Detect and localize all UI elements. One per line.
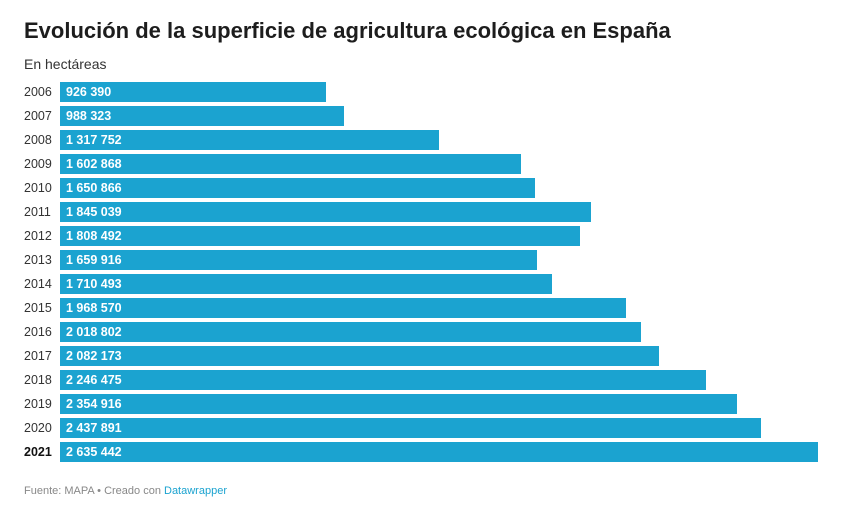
- year-label: 2008: [24, 133, 52, 147]
- value-label: 1 808 492: [66, 229, 122, 243]
- value-label: 1 650 866: [66, 181, 122, 195]
- bar: [60, 106, 344, 126]
- bar-row: 2009 1 602 868: [0, 154, 856, 174]
- bar: [60, 442, 818, 462]
- bar-row: 2014 1 710 493: [0, 274, 856, 294]
- value-label: 2 354 916: [66, 397, 122, 411]
- chart-title: Evolución de la superficie de agricultur…: [24, 18, 671, 43]
- bar: [60, 130, 439, 150]
- bar: [60, 154, 521, 174]
- bar-row: 2006 926 390: [0, 82, 856, 102]
- source-note: Fuente: MAPA • Creado con: [24, 485, 164, 497]
- bar-row: 2015 1 968 570: [0, 298, 856, 318]
- bar: [60, 226, 580, 246]
- bar-row: 2018 2 246 475: [0, 370, 856, 390]
- chart-footer: Fuente: MAPA • Creado con Datawrapper: [24, 485, 227, 497]
- bar-row: 2021 2 635 442: [0, 442, 856, 462]
- bar-row: 2008 1 317 752: [0, 130, 856, 150]
- value-label: 988 323: [66, 109, 112, 123]
- bar-chart: 2006 926 390 2007 988 323 2008 1 317 752 2009 1…: [0, 82, 856, 472]
- bar: [60, 274, 552, 294]
- year-label: 2015: [24, 301, 52, 315]
- year-label: 2012: [24, 229, 52, 243]
- bar-row: 2007 988 323: [0, 106, 856, 126]
- value-label: 2 082 173: [66, 349, 122, 363]
- bar: [60, 202, 591, 222]
- year-label: 2013: [24, 253, 52, 267]
- bar: [60, 346, 659, 366]
- bar: [60, 418, 761, 438]
- year-label: 2017: [24, 349, 52, 363]
- bar-row: 2013 1 659 916: [0, 250, 856, 270]
- value-label: 1 845 039: [66, 205, 122, 219]
- bar-row: 2017 2 082 173: [0, 346, 856, 366]
- value-label: 2 246 475: [66, 373, 122, 387]
- bar-row: 2012 1 808 492: [0, 226, 856, 246]
- bar: [60, 82, 326, 102]
- datawrapper-link[interactable]: Datawrapper: [164, 485, 227, 497]
- year-label: 2006: [24, 85, 52, 99]
- bar-row: 2010 1 650 866: [0, 178, 856, 198]
- bar: [60, 370, 706, 390]
- year-label: 2019: [24, 397, 52, 411]
- chart-subtitle: En hectáreas: [24, 56, 107, 72]
- bar-row: 2019 2 354 916: [0, 394, 856, 414]
- bar: [60, 298, 626, 318]
- value-label: 1 317 752: [66, 133, 122, 147]
- value-label: 1 710 493: [66, 277, 122, 291]
- value-label: 2 635 442: [66, 445, 122, 459]
- value-label: 926 390: [66, 85, 112, 99]
- bar: [60, 178, 535, 198]
- value-label: 1 968 570: [66, 301, 122, 315]
- bar-row: 2016 2 018 802: [0, 322, 856, 342]
- year-label: 2020: [24, 421, 52, 435]
- bar: [60, 394, 737, 414]
- year-label: 2016: [24, 325, 52, 339]
- bar-row: 2011 1 845 039: [0, 202, 856, 222]
- year-label: 2021: [24, 445, 52, 459]
- value-label: 1 602 868: [66, 157, 122, 171]
- value-label: 1 659 916: [66, 253, 122, 267]
- year-label: 2010: [24, 181, 52, 195]
- bar: [60, 322, 641, 342]
- year-label: 2018: [24, 373, 52, 387]
- value-label: 2 437 891: [66, 421, 122, 435]
- year-label: 2007: [24, 109, 52, 123]
- bar: [60, 250, 537, 270]
- year-label: 2011: [24, 205, 51, 219]
- bar-row: 2020 2 437 891: [0, 418, 856, 438]
- year-label: 2009: [24, 157, 52, 171]
- year-label: 2014: [24, 277, 52, 291]
- value-label: 2 018 802: [66, 325, 122, 339]
